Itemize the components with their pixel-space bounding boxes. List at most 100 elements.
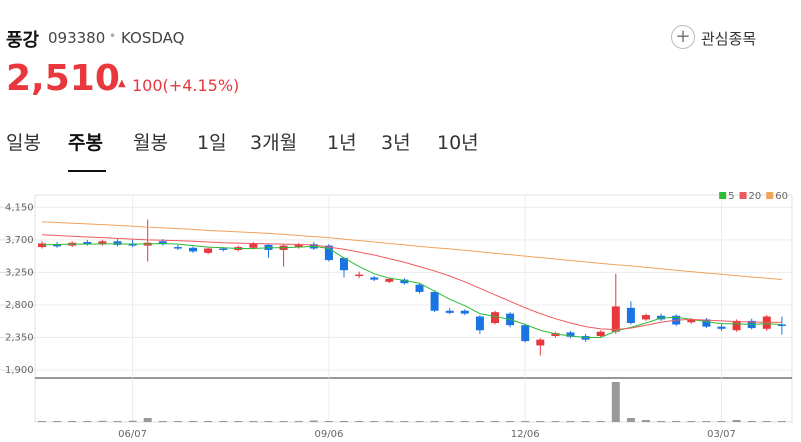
- candle-body: [189, 247, 197, 252]
- volume-bar: [702, 421, 711, 422]
- volume-bar: [611, 382, 620, 422]
- add-button[interactable]: +: [671, 25, 695, 49]
- candle-body: [521, 325, 530, 342]
- y-tick-label: 2,350: [5, 332, 34, 343]
- tab[interactable]: 월봉: [133, 132, 168, 154]
- x-tick-label: 09/06: [314, 429, 343, 440]
- volume-bar: [777, 421, 786, 422]
- volume-bar: [83, 421, 92, 422]
- volume-bar: [143, 418, 152, 422]
- tab[interactable]: 3개월: [250, 132, 298, 154]
- volume-bar: [672, 421, 681, 422]
- x-tick-label: 06/07: [118, 429, 147, 440]
- volume-bar: [445, 421, 454, 422]
- stock-name: 풍강: [6, 30, 40, 51]
- tab[interactable]: 일봉: [6, 132, 41, 154]
- volume-bar: [204, 421, 213, 422]
- volume-bar: [400, 421, 409, 422]
- candle-body: [445, 310, 454, 313]
- candle-body: [626, 307, 635, 324]
- legend-swatch: [739, 192, 747, 199]
- volume-bar: [642, 420, 650, 422]
- volume-bar: [68, 421, 77, 422]
- volume-bar: [234, 421, 243, 422]
- candle-body: [249, 243, 258, 248]
- volume-bar: [370, 421, 379, 422]
- volume-bar: [581, 421, 590, 422]
- tab[interactable]: 3년: [381, 132, 411, 154]
- candle-body: [38, 243, 46, 248]
- candle-body: [340, 257, 348, 271]
- candle-body: [551, 333, 560, 337]
- y-tick-label: 4,150: [5, 202, 34, 213]
- candle-body: [415, 284, 424, 292]
- separator: •: [109, 29, 117, 43]
- volume-bar: [38, 421, 46, 422]
- volume-bar: [551, 421, 560, 422]
- legend-swatch: [766, 192, 774, 199]
- candle-body: [596, 331, 605, 337]
- candle-body: [204, 248, 213, 253]
- volume-bar: [53, 421, 62, 422]
- candle-body: [687, 319, 696, 323]
- price: 2,510: [6, 58, 120, 99]
- candle-body: [702, 319, 711, 327]
- volume-bar: [491, 421, 499, 422]
- volume-bar: [340, 421, 348, 422]
- candle-body: [113, 241, 122, 245]
- candle-body: [53, 244, 62, 247]
- market: KOSDAQ: [121, 29, 185, 47]
- candle-body: [219, 248, 228, 250]
- legend-label: 5: [728, 191, 734, 202]
- change: 100(+4.15%): [132, 76, 240, 95]
- volume-bar: [385, 421, 394, 422]
- candle-body: [158, 241, 167, 245]
- legend-label: 20: [749, 191, 762, 202]
- volume-bar: [158, 421, 167, 422]
- change-arrow: ▲: [118, 78, 126, 89]
- volume-bar: [460, 421, 469, 422]
- y-tick-label: 2,800: [5, 300, 34, 311]
- candle-body: [430, 291, 439, 311]
- volume-bar: [219, 421, 228, 422]
- candle-body: [400, 279, 409, 284]
- candle-body: [491, 312, 499, 324]
- tab-underline: [68, 170, 106, 172]
- x-tick-label: 03/07: [707, 429, 736, 440]
- volume-bar: [687, 421, 696, 422]
- tab[interactable]: 1년: [327, 132, 357, 154]
- y-tick-label: 3,700: [5, 235, 34, 246]
- moving-average: [41, 242, 782, 338]
- volume-bar: [279, 421, 288, 422]
- candle-body: [294, 244, 303, 248]
- volume-bar: [415, 421, 424, 422]
- volume-bar: [626, 418, 635, 422]
- candle-body: [566, 332, 575, 337]
- volume-bar: [355, 421, 364, 422]
- candle-body: [732, 320, 741, 331]
- candle-body: [173, 247, 182, 249]
- volume-bar: [309, 420, 318, 422]
- volume-bar: [98, 420, 107, 422]
- volume-bar: [732, 420, 741, 422]
- watch-label[interactable]: 관심종목: [701, 30, 757, 48]
- volume-bar: [189, 421, 197, 422]
- volume-bar: [475, 421, 484, 422]
- candle-body: [83, 242, 92, 245]
- candle-body: [370, 277, 379, 280]
- tab[interactable]: 1일: [197, 132, 227, 154]
- volume-bar: [657, 421, 666, 422]
- tab[interactable]: 10년: [437, 132, 479, 154]
- volume-bar: [430, 421, 439, 422]
- candle-body: [611, 306, 620, 332]
- y-tick-label: 3,250: [5, 267, 34, 278]
- y-tick-label: 1,900: [5, 365, 34, 376]
- legend-label: 60: [775, 191, 788, 202]
- tab[interactable]: 주봉: [68, 132, 103, 154]
- volume-bar: [128, 420, 137, 422]
- moving-average: [41, 234, 782, 331]
- candle-body: [324, 245, 333, 261]
- volume-bar: [747, 421, 756, 422]
- x-tick-label: 12/06: [511, 429, 540, 440]
